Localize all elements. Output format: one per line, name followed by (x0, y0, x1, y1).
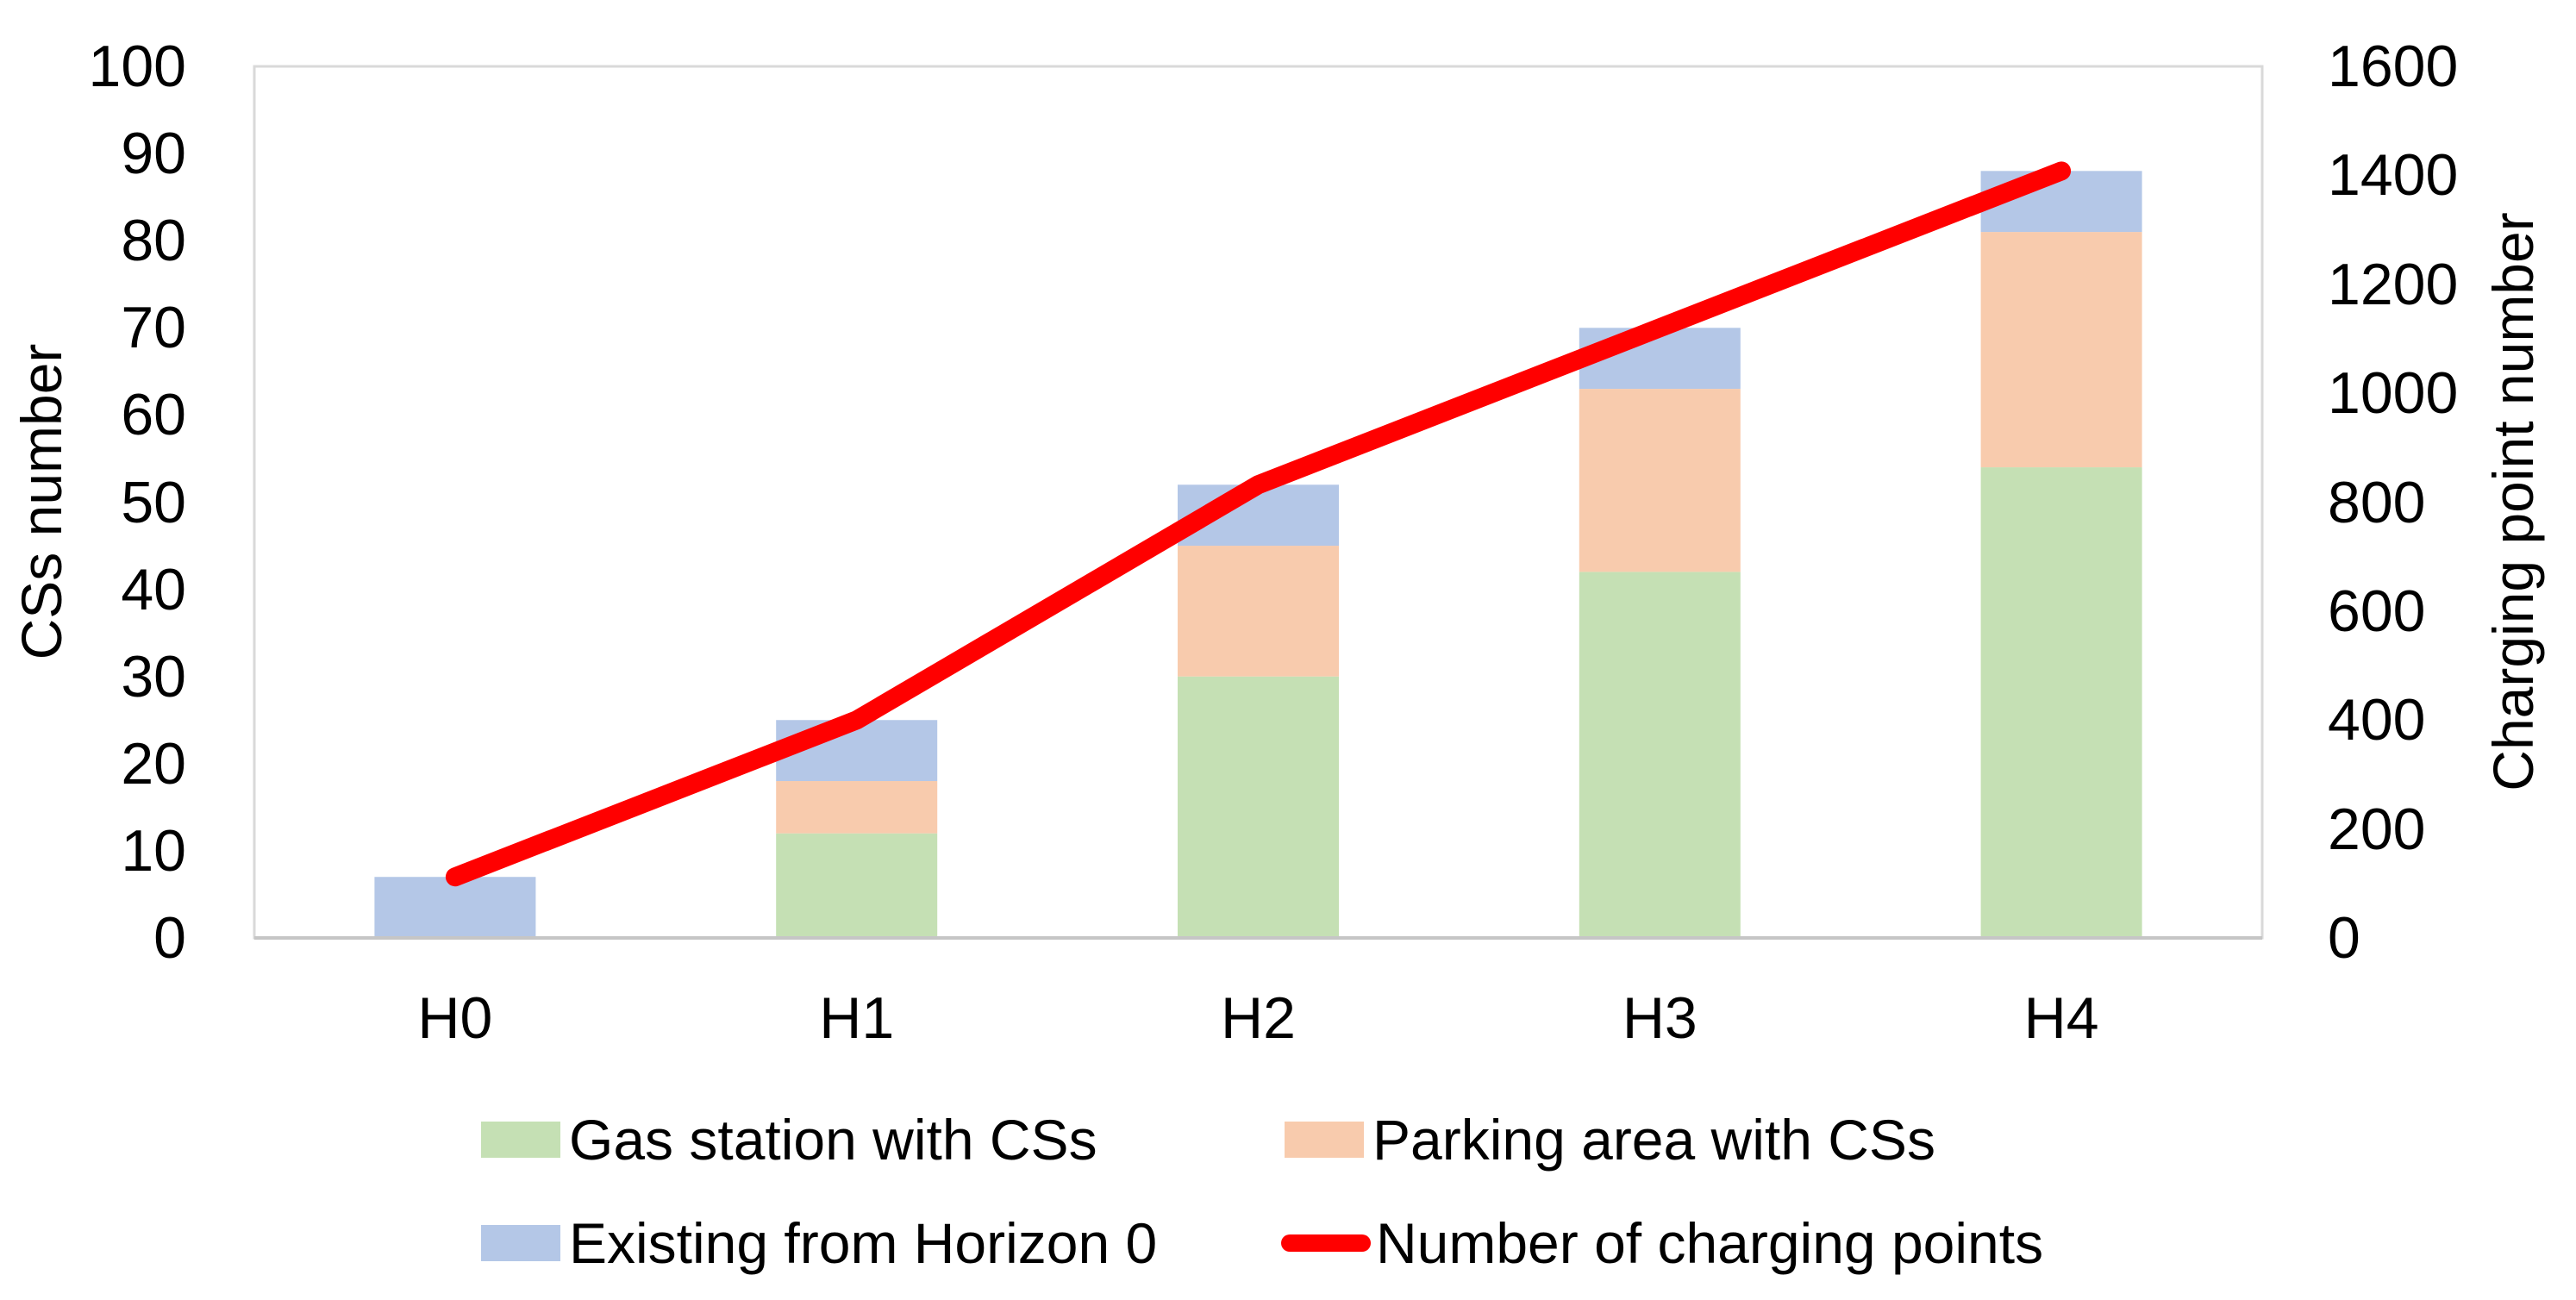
y-left-tick-80: 80 (121, 208, 186, 274)
y-left-tick-20: 20 (121, 730, 186, 797)
y-right-tick-800: 800 (2328, 469, 2426, 535)
bar-segment-h4-gas-station-with-css (1980, 467, 2142, 938)
x-tick-h3: H3 (1622, 985, 1698, 1051)
bar-segment-h3-gas-station-with-css (1579, 572, 1741, 938)
y-left-tick-0: 0 (153, 905, 186, 971)
legend-line-marker-charging-points (1281, 1234, 1371, 1252)
legend-label-charging-points: Number of charging points (1376, 1211, 2044, 1275)
legend-swatch-existing-horizon0 (481, 1225, 560, 1261)
legend-label-parking-area: Parking area with CSs (1372, 1108, 1935, 1172)
y-right-tick-400: 400 (2328, 687, 2426, 753)
x-tick-h4: H4 (2023, 985, 2099, 1051)
bar-segment-h1-parking-area-with-css (776, 781, 938, 834)
legend-item-gas-station: Gas station with CSs (481, 1107, 1097, 1172)
y-left-tick-100: 100 (88, 34, 186, 99)
bar-segment-h2-parking-area-with-css (1178, 546, 1339, 677)
y-left-tick-10: 10 (121, 817, 186, 884)
legend-item-existing-horizon0: Existing from Horizon 0 (481, 1210, 1157, 1276)
y-left-tick-90: 90 (121, 121, 186, 187)
legend-item-charging-points: Number of charging points (1281, 1210, 2043, 1276)
y-right-tick-200: 200 (2328, 796, 2426, 862)
y-left-tick-60: 60 (121, 382, 186, 448)
legend-label-existing-horizon0: Existing from Horizon 0 (569, 1211, 1158, 1275)
legend-item-parking-area: Parking area with CSs (1285, 1107, 1935, 1172)
y-left-tick-50: 50 (121, 469, 186, 535)
x-tick-h1: H1 (819, 985, 895, 1051)
bar-segment-h3-parking-area-with-css (1579, 389, 1741, 572)
y-right-tick-0: 0 (2328, 905, 2360, 971)
bar-segment-h4-parking-area-with-css (1980, 232, 2142, 468)
x-tick-h0: H0 (417, 985, 493, 1051)
y-right-tick-1600: 1600 (2328, 34, 2459, 99)
y-left-tick-70: 70 (121, 295, 186, 361)
y-right-tick-1200: 1200 (2328, 251, 2459, 317)
bar-segment-h1-gas-station-with-css (776, 833, 938, 938)
y-right-tick-1400: 1400 (2328, 142, 2459, 209)
legend-label-gas-station: Gas station with CSs (569, 1108, 1097, 1172)
y-left-tick-40: 40 (121, 556, 186, 622)
x-tick-h2: H2 (1221, 985, 1296, 1051)
bar-segment-h2-gas-station-with-css (1178, 676, 1339, 938)
legend-swatch-parking-area (1285, 1122, 1364, 1158)
y-left-tick-30: 30 (121, 643, 186, 709)
bar-segment-h0-existing-from-horizon-0 (374, 877, 536, 938)
legend-swatch-gas-station (481, 1122, 560, 1158)
line-number-of-charging-points (445, 161, 2072, 887)
y-right-tick-1000: 1000 (2328, 360, 2459, 427)
y-right-tick-600: 600 (2328, 578, 2426, 644)
